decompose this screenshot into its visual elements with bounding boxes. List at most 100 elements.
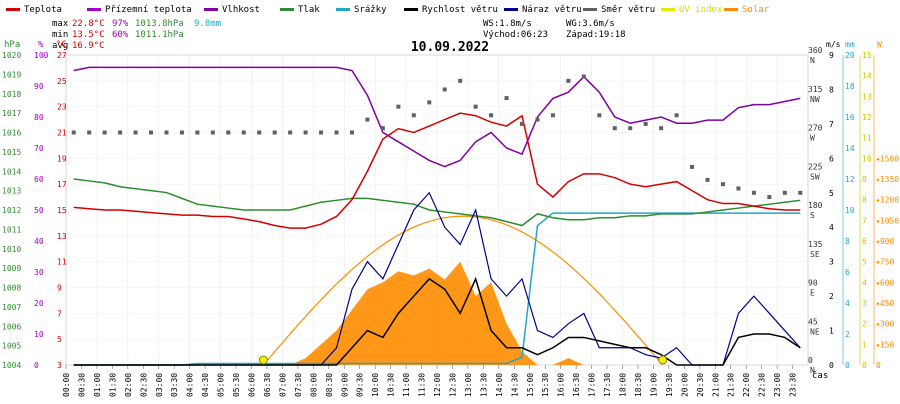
x-tick-label: 17:00	[588, 373, 597, 397]
wind-direction-point	[798, 190, 803, 195]
wind-direction-point	[380, 126, 385, 131]
wind-wg: WG:3.6m/s	[566, 19, 615, 29]
x-axis-label: čas	[812, 370, 828, 381]
stats-block: max 22.8°C 97% 1013.8hPa 9.8mm min 13.5°…	[52, 19, 221, 51]
uv-tick: 4	[862, 278, 867, 287]
hpa-tick: 1016	[2, 129, 21, 138]
x-tick-label: 19:30	[665, 373, 674, 397]
clear-sky-solar-curve	[262, 215, 664, 366]
legend-swatch	[583, 8, 597, 11]
wind-direction-point	[334, 130, 339, 135]
wind-direction-point	[164, 130, 169, 135]
wind-direction-point	[520, 121, 525, 126]
x-tick-label: 03:30	[170, 373, 179, 397]
humidity-line	[73, 66, 801, 168]
x-tick-label: 00:30	[77, 373, 86, 397]
wind-direction-point	[442, 87, 447, 92]
degc-tick: 25	[57, 77, 67, 86]
wind-direction-point	[349, 130, 354, 135]
legend-swatch	[336, 8, 350, 11]
wind-direction-point	[566, 78, 571, 83]
wind-info: WS:1.8m/s WG:3.6m/s Východ:06:23 Západ:1…	[483, 19, 626, 40]
pct-tick: 90	[34, 82, 44, 91]
mm-tick: 14	[845, 144, 855, 153]
stat-max-press: 1013.8hPa	[135, 19, 184, 29]
x-tick-label: 04:00	[186, 373, 195, 397]
x-tick-label: 04:30	[201, 373, 210, 397]
x-tick-label: 05:30	[232, 373, 241, 397]
dir-label: W	[810, 134, 815, 143]
legend-label: UV index	[679, 5, 723, 15]
degc-tick: 23	[57, 103, 67, 112]
x-tick-label: 23:30	[789, 373, 798, 397]
hpa-tick: 1007	[2, 303, 21, 312]
degc-unit: °C	[56, 40, 67, 50]
dir-label: NW	[810, 95, 820, 104]
wind-direction-point	[102, 130, 107, 135]
dir-tick: 360	[808, 46, 823, 55]
legend-swatch	[404, 8, 418, 11]
x-tick-label: 09:30	[356, 373, 365, 397]
stat-min-hum: 60%	[112, 30, 129, 40]
x-tick-label: 15:00	[526, 373, 535, 397]
degc-tick: 7	[57, 309, 62, 318]
legend-swatch	[6, 8, 20, 11]
w-tick: ◂450	[875, 299, 894, 308]
x-tick-label: 12:30	[448, 373, 457, 397]
dir-label: N	[810, 366, 815, 375]
stat-min-temp: 13.5°C	[72, 30, 105, 40]
w-tick: ◂300	[875, 320, 894, 329]
wind-direction-point	[458, 78, 463, 83]
legend-swatch	[87, 8, 101, 11]
ms-tick: 3	[829, 258, 834, 267]
hpa-tick: 1014	[2, 167, 21, 176]
x-tick-label: 03:00	[155, 373, 164, 397]
hpa-tick: 1004	[2, 361, 21, 370]
wind-direction-point	[118, 130, 123, 135]
hpa-tick: 1020	[2, 51, 21, 60]
x-tick-label: 01:00	[93, 373, 102, 397]
legend-label: Rychlost větru	[422, 5, 498, 15]
x-tick-label: 10:30	[387, 373, 396, 397]
legend-label: Náraz větru	[522, 5, 582, 15]
x-tick-label: 08:00	[309, 373, 318, 397]
mm-tick: 16	[845, 113, 855, 122]
mm-tick: 18	[845, 82, 855, 91]
legend-label: Přízemní teplota	[105, 5, 192, 15]
degc-tick: 15	[57, 206, 67, 215]
wind-direction-point	[705, 177, 710, 182]
w-tick: ◂150	[875, 340, 894, 349]
pct-tick: 10	[34, 330, 44, 339]
x-tick-label: 01:30	[108, 373, 117, 397]
hpa-tick: 1008	[2, 284, 21, 293]
ms-tick: 0	[829, 361, 834, 370]
wind-direction-point	[71, 130, 76, 135]
hpa-tick: 1012	[2, 206, 21, 215]
uv-tick: 13	[862, 92, 872, 101]
w-tick: ◂750	[875, 258, 894, 267]
legend-swatch	[724, 8, 738, 11]
wind-direction-point	[550, 113, 555, 118]
legend-label: Vlhkost	[222, 5, 260, 15]
x-tick-label: 21:00	[711, 373, 720, 397]
hpa-tick: 1010	[2, 245, 21, 254]
legend-swatch	[504, 8, 518, 11]
uv-tick: 0	[862, 361, 867, 370]
x-tick-label: 07:30	[294, 373, 303, 397]
x-tick-label: 23:00	[773, 373, 782, 397]
dir-tick: 180	[808, 201, 823, 210]
wind-direction-point	[659, 126, 664, 131]
stat-avg-temp: 16.9°C	[72, 41, 105, 51]
stat-min-press: 1011.1hPa	[135, 30, 184, 40]
stat-avg-label: avg	[52, 41, 68, 51]
rain-line	[73, 212, 801, 366]
wind-direction-point	[303, 130, 308, 135]
hpa-tick: 1018	[2, 90, 21, 99]
legend-label: Teplota	[24, 5, 62, 15]
legend-label: Směr větru	[601, 5, 655, 15]
wind-ws: WS:1.8m/s	[483, 19, 532, 29]
uv-tick: 5	[862, 258, 867, 267]
stat-max-temp: 22.8°C	[72, 19, 105, 29]
wind-direction-point	[288, 130, 293, 135]
legend-swatch	[280, 8, 294, 11]
